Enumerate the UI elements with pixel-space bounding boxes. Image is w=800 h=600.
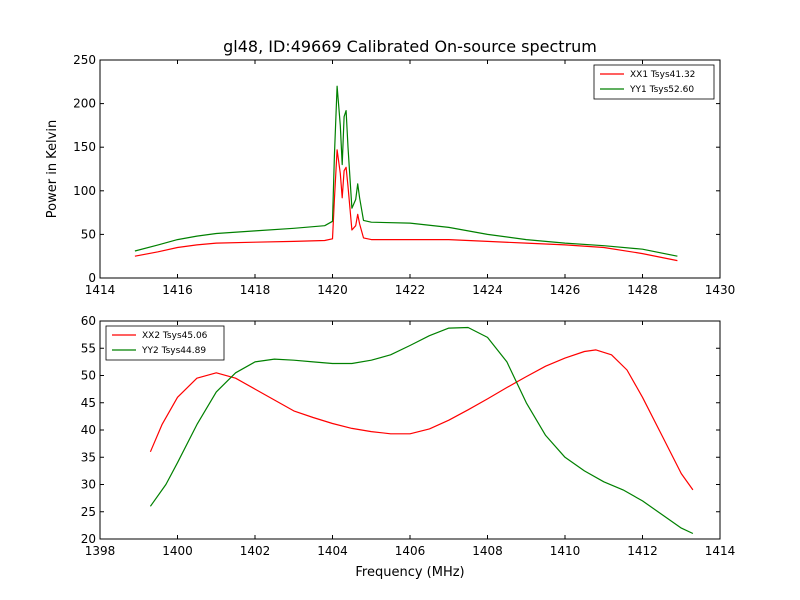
top-legend: XX1 Tsys41.32 YY1 Tsys52.60 xyxy=(593,64,715,100)
x-tick-label: 1400 xyxy=(162,544,193,558)
chart-title: gl48, ID:49669 Calibrated On-source spec… xyxy=(223,37,597,56)
x-tick-label: 1398 xyxy=(85,544,116,558)
x-tick-label: 1428 xyxy=(627,283,658,297)
legend-label-yy2: YY2 Tsys44.89 xyxy=(141,346,206,356)
y-tick-label: 45 xyxy=(81,396,96,410)
x-tick-label: 1418 xyxy=(240,283,271,297)
x-tick-label: 1414 xyxy=(705,544,736,558)
top-series-lines xyxy=(134,85,678,262)
y-tick-label: 20 xyxy=(81,532,96,546)
y-tick-label: 25 xyxy=(81,505,96,519)
top-ylabel: Power in Kelvin xyxy=(45,120,60,218)
bottom-series-lines xyxy=(149,326,694,535)
x-tick-label: 1412 xyxy=(627,544,658,558)
series-line-yy2 xyxy=(149,326,694,535)
x-tick-label: 1408 xyxy=(472,544,503,558)
x-tick-label: 1404 xyxy=(317,544,348,558)
legend-label-xx1: XX1 Tsys41.32 xyxy=(630,70,695,80)
top-legend-box xyxy=(593,64,715,100)
x-tick-label: 1420 xyxy=(317,283,348,297)
x-tick-label: 1430 xyxy=(705,283,736,297)
y-tick-label: 100 xyxy=(73,184,96,198)
top-ticks: 1414 1416 1418 1420 1422 1424 1426 1428 1430 0 50 1… xyxy=(73,53,735,297)
y-tick-label: 35 xyxy=(81,450,96,464)
bottom-xlabel: Frequency (MHz) xyxy=(355,565,464,580)
x-tick-label: 1414 xyxy=(85,283,116,297)
series-line-xx2 xyxy=(149,349,694,491)
series-line-yy1 xyxy=(134,85,678,257)
x-tick-label: 1422 xyxy=(395,283,426,297)
bottom-ticks: 1398 1400 1402 1404 1406 1408 1410 1412 1414 20 25… xyxy=(81,314,736,558)
y-tick-label: 150 xyxy=(73,140,96,154)
x-tick-label: 1416 xyxy=(162,283,193,297)
legend-label-yy1: YY1 Tsys52.60 xyxy=(629,85,694,95)
y-tick-label: 30 xyxy=(81,478,96,492)
y-tick-label: 40 xyxy=(81,423,96,437)
y-tick-label: 200 xyxy=(73,97,96,111)
bottom-legend: XX2 Tsys45.06 YY2 Tsys44.89 xyxy=(105,325,225,361)
x-tick-label: 1426 xyxy=(550,283,581,297)
x-tick-label: 1424 xyxy=(472,283,503,297)
top-panel: 1414 1416 1418 1420 1422 1424 1426 1428 1430 0 50 1… xyxy=(45,53,735,297)
x-tick-label: 1410 xyxy=(550,544,581,558)
bottom-legend-box xyxy=(105,325,225,361)
y-tick-label: 55 xyxy=(81,341,96,355)
y-tick-label: 60 xyxy=(81,314,96,328)
y-tick-label: 250 xyxy=(73,53,96,67)
y-tick-label: 50 xyxy=(81,227,96,241)
series-line-xx1 xyxy=(134,149,678,262)
x-tick-label: 1406 xyxy=(395,544,426,558)
bottom-panel: 1398 1400 1402 1404 1406 1408 1410 1412 1414 20 25… xyxy=(81,314,736,580)
x-tick-label: 1402 xyxy=(240,544,271,558)
y-tick-label: 0 xyxy=(88,271,96,285)
y-tick-label: 50 xyxy=(81,369,96,383)
legend-label-xx2: XX2 Tsys45.06 xyxy=(142,331,208,341)
